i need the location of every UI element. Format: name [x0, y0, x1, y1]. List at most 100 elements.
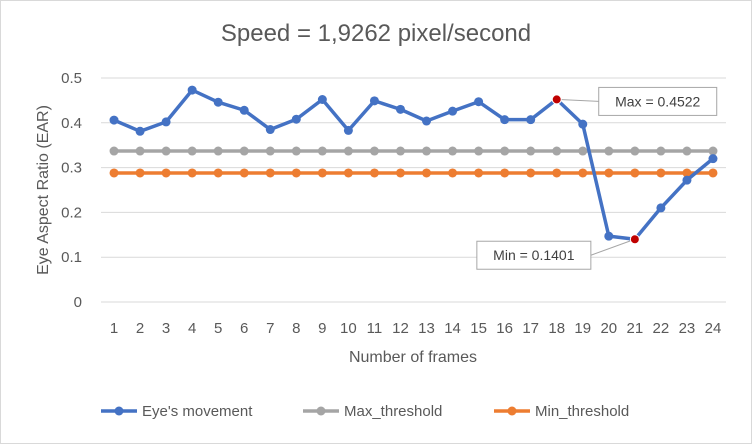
data-point: [474, 146, 484, 156]
x-tick-label: 13: [418, 320, 435, 337]
annotation-label: Max = 0.4522: [615, 93, 700, 109]
data-point: [474, 168, 484, 178]
data-point: [343, 168, 353, 178]
data-point: [552, 168, 562, 178]
data-point: [317, 146, 327, 156]
data-point: [213, 168, 223, 178]
y-axis-label: Eye Aspect Ratio (EAR): [35, 105, 52, 275]
data-point: [708, 154, 718, 164]
x-tick-label: 15: [470, 320, 487, 337]
x-tick-label: 23: [679, 320, 696, 337]
data-point: [630, 168, 640, 178]
data-point: [109, 168, 119, 178]
data-point: [604, 146, 614, 156]
data-point: [317, 95, 327, 105]
x-tick-label: 14: [444, 320, 461, 337]
data-point: [239, 105, 249, 115]
legend-marker: [507, 406, 517, 416]
x-tick-label: 3: [162, 320, 170, 337]
annotation-box: [598, 86, 718, 116]
data-point: [526, 168, 536, 178]
x-tick-label: 21: [627, 320, 644, 337]
data-point: [552, 146, 562, 156]
data-point: [213, 97, 223, 107]
data-point: [422, 168, 432, 178]
x-axis-label: Number of frames: [349, 349, 477, 366]
data-point: [422, 146, 432, 156]
highlight-marker: [629, 234, 640, 245]
y-tick-label: 0.4: [61, 115, 82, 132]
x-tick-label: 5: [214, 320, 222, 337]
data-point: [500, 115, 510, 125]
data-point: [578, 146, 588, 156]
data-point: [265, 125, 275, 135]
data-point: [656, 168, 666, 178]
annotation-label: Min = 0.1401: [493, 247, 575, 263]
x-tick-label: 10: [340, 320, 357, 337]
data-point: [630, 146, 640, 156]
y-tick-label: 0.5: [61, 70, 82, 87]
legend-marker: [316, 406, 326, 416]
x-tick-label: 9: [318, 320, 326, 337]
data-point: [343, 146, 353, 156]
data-point: [265, 168, 275, 178]
data-point: [161, 146, 171, 156]
data-point: [161, 117, 171, 127]
data-point: [135, 146, 145, 156]
data-point: [448, 168, 458, 178]
data-point: [369, 96, 379, 106]
x-tick-label: 7: [266, 320, 274, 337]
data-point: [395, 168, 405, 178]
data-point: [708, 168, 718, 178]
legend-label: Max_threshold: [344, 403, 442, 420]
data-point: [708, 146, 718, 156]
data-point: [448, 106, 458, 116]
y-tick-label: 0.3: [61, 160, 82, 177]
legend-marker: [114, 406, 124, 416]
data-point: [291, 114, 301, 124]
x-axis-ticks: 1 2 3 4 5 6 7 8 9 10 11 12 13 14 15 16 17 18 19 20 21 22 23 24: [110, 320, 721, 337]
y-tick-label: 0.2: [61, 204, 82, 221]
chart-title: Speed = 1,9262 pixel/second: [220, 20, 532, 47]
data-point: [422, 116, 432, 126]
x-tick-label: 18: [548, 320, 565, 337]
y-axis-ticks: 0 0.1 0.2 0.3 0.4 0.5: [61, 70, 82, 311]
data-point: [239, 168, 249, 178]
y-tick-label: 0: [74, 294, 82, 311]
data-point: [656, 146, 666, 156]
data-point: [317, 168, 327, 178]
data-point: [291, 168, 301, 178]
data-point: [395, 104, 405, 114]
data-point: [187, 85, 197, 95]
data-point: [474, 97, 484, 107]
x-tick-label: 16: [496, 320, 513, 337]
gridlines: [101, 77, 726, 303]
data-point: [682, 175, 692, 185]
x-tick-label: 11: [367, 320, 383, 337]
data-point: [448, 146, 458, 156]
data-point: [656, 203, 666, 213]
annotation-leader-line: [590, 238, 636, 256]
data-point: [604, 231, 614, 241]
data-point: [291, 146, 301, 156]
x-tick-label: 22: [653, 320, 670, 337]
data-point: [395, 146, 405, 156]
x-tick-label: 17: [522, 320, 539, 337]
legend-label: Min_threshold: [535, 403, 629, 420]
x-tick-label: 6: [240, 320, 248, 337]
x-tick-label: 8: [292, 320, 300, 337]
data-point: [500, 168, 510, 178]
data-point: [500, 146, 510, 156]
data-point: [187, 146, 197, 156]
data-point: [604, 168, 614, 178]
x-tick-label: 2: [136, 320, 144, 337]
x-tick-label: 20: [600, 320, 617, 337]
x-tick-label: 1: [110, 320, 118, 337]
data-point: [135, 126, 145, 136]
data-point: [682, 168, 692, 178]
data-point: [343, 125, 353, 135]
y-tick-label: 0.1: [61, 249, 82, 266]
data-point: [161, 168, 171, 178]
